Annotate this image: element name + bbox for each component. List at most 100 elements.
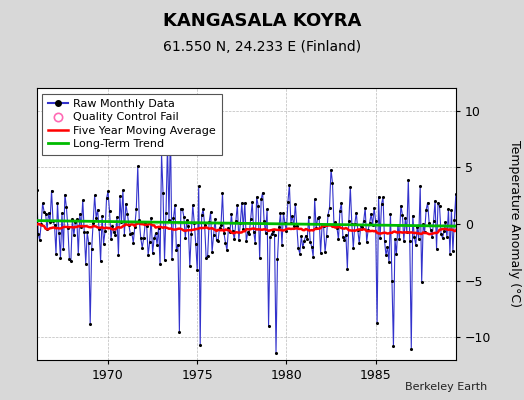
Point [242,238,250,244]
Point [138,244,146,251]
Point [82,260,90,267]
Point [258,190,267,196]
Point [113,214,121,220]
Point [92,215,100,221]
Point [108,223,117,229]
Point [104,188,112,194]
Point [330,222,338,228]
Point [159,190,167,196]
Point [270,232,279,238]
Point [423,200,432,206]
Point [148,250,157,256]
Point [36,237,44,243]
Point [233,202,242,208]
Point [211,216,219,222]
Point [279,210,288,216]
Point [244,229,252,236]
Point [363,239,371,245]
Point [292,223,301,229]
Point [312,225,320,232]
Point [141,220,149,227]
Point [316,249,325,256]
Point [416,182,424,189]
Point [75,211,84,218]
Point [418,279,426,285]
Point [79,197,87,204]
Point [223,247,231,253]
Point [281,220,289,226]
Point [310,196,319,202]
Point [189,202,197,208]
Point [64,225,72,231]
Point [450,216,458,223]
Point [105,208,114,214]
Point [192,240,200,247]
Point [146,239,154,246]
Point [376,235,384,242]
Point [40,209,48,215]
Point [93,207,102,213]
Text: KANGASALA KOYRA: KANGASALA KOYRA [163,12,361,30]
Point [88,246,96,252]
Point [377,200,386,207]
Point [327,166,335,173]
Point [261,230,270,236]
Point [155,224,163,231]
Point [221,240,230,246]
Point [441,218,450,225]
Point [266,234,274,240]
Point [349,245,357,251]
Point [49,218,57,224]
Point [194,183,203,190]
Point [253,194,261,200]
Point [303,235,311,242]
Point [178,205,187,212]
Point [120,231,128,238]
Point [301,232,310,239]
Point [226,229,234,235]
Point [165,216,173,223]
Point [139,235,148,242]
Point [168,256,176,262]
Point [180,214,188,220]
Point [340,236,348,243]
Point [172,247,181,253]
Point [272,349,280,356]
Point [333,224,341,231]
Point [257,196,265,202]
Point [160,256,169,263]
Point [267,231,276,237]
Point [77,223,85,230]
Text: 61.550 N, 24.233 E (Finland): 61.550 N, 24.233 E (Finland) [163,40,361,54]
Point [135,216,144,223]
Point [276,210,285,216]
Point [224,225,233,232]
Point [420,228,429,235]
Point [181,235,190,241]
Point [241,200,249,206]
Point [457,248,466,255]
Point [331,219,340,225]
Point [38,200,47,206]
Point [435,203,444,210]
Point [166,124,174,131]
Point [215,225,224,231]
Point [52,251,60,257]
Point [62,204,71,210]
Point [144,252,152,258]
Point [71,219,80,226]
Point [425,220,433,226]
Point [315,214,323,220]
Point [343,266,352,272]
Point [110,229,118,235]
Point [386,211,395,217]
Point [248,199,256,206]
Point [235,236,243,243]
Point [453,260,462,266]
Point [190,220,199,226]
Point [183,217,191,224]
Point [410,234,419,240]
Point [83,229,91,236]
Point [265,323,273,329]
Point [230,236,238,243]
